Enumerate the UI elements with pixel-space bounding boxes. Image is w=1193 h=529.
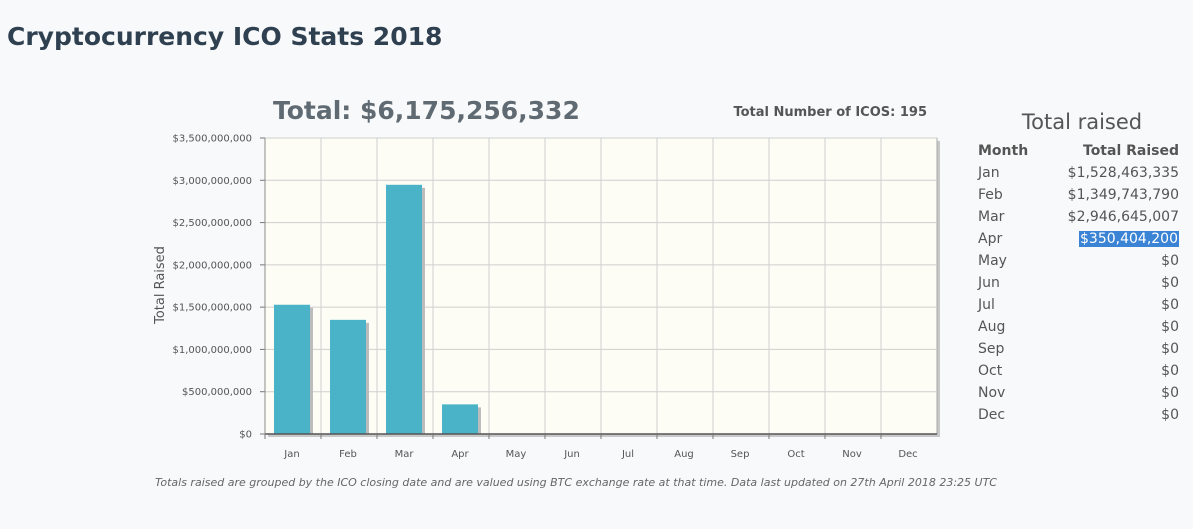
table-row: Oct $0 xyxy=(978,360,1179,382)
bar xyxy=(274,304,310,434)
amount-column-header: Total Raised xyxy=(1083,143,1179,159)
x-tick-label: Jun xyxy=(563,449,580,460)
amount-cell: $1,528,463,335 xyxy=(1067,165,1179,181)
bar xyxy=(330,319,366,434)
table-row: Feb $1,349,743,790 xyxy=(978,184,1179,206)
x-tick-label: Jul xyxy=(621,449,634,460)
total-raised-heading: Total: $6,175,256,332 xyxy=(273,96,580,125)
y-tick-label: $2,500,000,000 xyxy=(172,218,252,229)
table-row: Jul $0 xyxy=(978,294,1179,316)
month-cell: Apr xyxy=(978,231,1003,247)
x-tick-label: Oct xyxy=(787,449,804,460)
amount-cell: $350,404,200 xyxy=(1040,228,1179,250)
ico-count: Total Number of ICOS: 195 xyxy=(733,105,927,120)
x-tick-label: May xyxy=(506,449,527,460)
bar xyxy=(442,404,478,434)
table-row: Jun $0 xyxy=(978,272,1179,294)
month-cell: Mar xyxy=(978,209,1005,225)
amount-cell: $0 xyxy=(1161,385,1179,401)
totals-table-panel: Total raised Month Total Raised Jan $1,52… xyxy=(978,110,1180,426)
month-cell: Aug xyxy=(978,319,1006,335)
table-row: Dec $0 xyxy=(978,404,1179,426)
x-tick-label: Nov xyxy=(842,449,862,460)
chart-footnote: Totals raised are grouped by the ICO clo… xyxy=(155,476,997,489)
bar xyxy=(386,184,422,434)
month-cell: Nov xyxy=(978,385,1006,401)
x-tick-label: Jan xyxy=(283,449,299,460)
bar-chart: $0 $500,000,000 $1,000,000,000 $1,500,000,0… xyxy=(153,134,940,460)
table-title: Total raised xyxy=(1021,110,1143,134)
y-tick-label: $1,500,000,000 xyxy=(172,303,252,314)
y-axis-title: Total Raised xyxy=(153,246,168,325)
amount-cell: $0 xyxy=(1161,341,1179,357)
selected-amount-text[interactable]: $350,404,200 xyxy=(1079,231,1179,247)
month-cell: Oct xyxy=(978,363,1003,379)
month-column-header: Month xyxy=(978,143,1029,159)
y-tick-label: $500,000,000 xyxy=(182,387,252,398)
y-tick-label: $0 xyxy=(239,430,252,441)
table-row: Mar $2,946,645,007 xyxy=(978,206,1179,228)
totals-table: Month Total Raised Jan $1,528,463,335 Feb $… xyxy=(978,140,1179,426)
y-tick-label: $1,000,000,000 xyxy=(172,345,252,356)
amount-cell: $1,349,743,790 xyxy=(1067,187,1179,203)
page-title: Cryptocurrency ICO Stats 2018 xyxy=(7,22,443,51)
y-tick-label: $3,000,000,000 xyxy=(172,176,252,187)
x-tick-label: Sep xyxy=(731,449,750,460)
x-tick-label: Apr xyxy=(451,449,469,460)
table-row: Apr $350,404,200 xyxy=(978,228,1179,250)
month-cell: Dec xyxy=(978,407,1006,423)
amount-cell: $0 xyxy=(1161,253,1179,269)
table-row: Sep $0 xyxy=(978,338,1179,360)
y-tick-label: $2,000,000,000 xyxy=(172,260,252,271)
x-tick-label: Feb xyxy=(339,449,357,460)
x-tick-label: Mar xyxy=(395,449,415,460)
table-row: Aug $0 xyxy=(978,316,1179,338)
amount-cell: $2,946,645,007 xyxy=(1067,209,1179,225)
table-header-row: Month Total Raised xyxy=(978,140,1179,162)
x-tick-label: Aug xyxy=(674,449,694,460)
table-row: Nov $0 xyxy=(978,382,1179,404)
month-cell: May xyxy=(978,253,1007,269)
y-tick-label: $3,500,000,000 xyxy=(172,134,252,145)
amount-cell: $0 xyxy=(1161,319,1179,335)
month-cell: Sep xyxy=(978,341,1005,357)
amount-cell: $0 xyxy=(1161,275,1179,291)
month-cell: Jul xyxy=(978,297,995,313)
table-row: May $0 xyxy=(978,250,1179,272)
table-row: Jan $1,528,463,335 xyxy=(978,162,1179,184)
month-cell: Jan xyxy=(978,165,1000,181)
x-tick-label: Dec xyxy=(898,449,917,460)
amount-cell: $0 xyxy=(1161,407,1179,423)
month-cell: Jun xyxy=(978,275,1000,291)
amount-cell: $0 xyxy=(1161,363,1179,379)
month-cell: Feb xyxy=(978,187,1003,203)
amount-cell: $0 xyxy=(1161,297,1179,313)
